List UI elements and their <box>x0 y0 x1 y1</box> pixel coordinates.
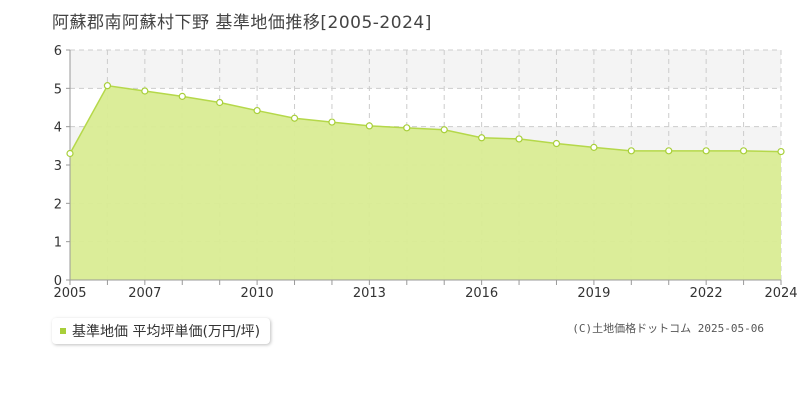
y-tick-labels: 0 1 2 3 4 5 6 <box>54 44 62 289</box>
copyright-text: (C)土地価格ドットコム 2025-05-06 <box>572 322 764 335</box>
area-series <box>69 84 782 281</box>
grid-band <box>70 50 781 89</box>
y-tick-label: 3 <box>54 159 62 174</box>
data-point <box>739 147 748 155</box>
y-tick-label: 2 <box>54 197 62 212</box>
data-points <box>66 82 785 158</box>
data-point <box>665 147 673 155</box>
data-point <box>328 118 336 126</box>
x-tick-label: 2013 <box>353 286 386 301</box>
x-tick-label: 2022 <box>690 286 723 301</box>
data-point <box>216 98 224 107</box>
y-tick-label: 5 <box>54 82 62 97</box>
data-point <box>365 122 373 130</box>
data-point <box>440 126 448 134</box>
data-point <box>66 149 74 158</box>
y-tick-label: 0 <box>54 274 62 289</box>
legend-label: 基準地価 平均坪単価(万円/坪) <box>72 324 261 340</box>
series-area-fill <box>70 85 781 281</box>
x-tick-label: 2016 <box>465 286 498 301</box>
axes <box>66 49 782 285</box>
data-point <box>403 124 411 132</box>
data-point <box>702 147 710 155</box>
data-point <box>777 147 785 156</box>
y-tick-label: 1 <box>54 236 62 251</box>
y-tick-label: 6 <box>54 44 62 59</box>
x-tick-label: 2005 <box>53 286 86 301</box>
y-tick-label: 4 <box>54 121 62 136</box>
x-tick-label: 2007 <box>128 286 161 301</box>
data-point <box>103 82 112 90</box>
x-tick-labels: 2005 2007 2010 2013 2016 2019 2022 2024 <box>53 286 797 301</box>
x-tick-label: 2024 <box>764 286 797 301</box>
data-point <box>290 114 299 122</box>
legend-swatch-icon <box>60 328 66 334</box>
x-tick-label: 2019 <box>577 286 610 301</box>
data-point <box>515 135 523 143</box>
series-line <box>69 84 782 154</box>
data-point <box>552 139 561 148</box>
data-point <box>178 92 186 100</box>
data-point <box>253 106 261 115</box>
x-tick-label: 2010 <box>241 286 274 301</box>
legend: 基準地価 平均坪単価(万円/坪) <box>52 318 271 344</box>
data-point <box>478 134 486 142</box>
data-point <box>627 147 635 155</box>
chart-title: 阿蘇郡南阿蘇村下野 基準地価推移[2005-2024] <box>52 13 432 33</box>
data-point <box>590 143 598 151</box>
data-point <box>141 87 149 95</box>
